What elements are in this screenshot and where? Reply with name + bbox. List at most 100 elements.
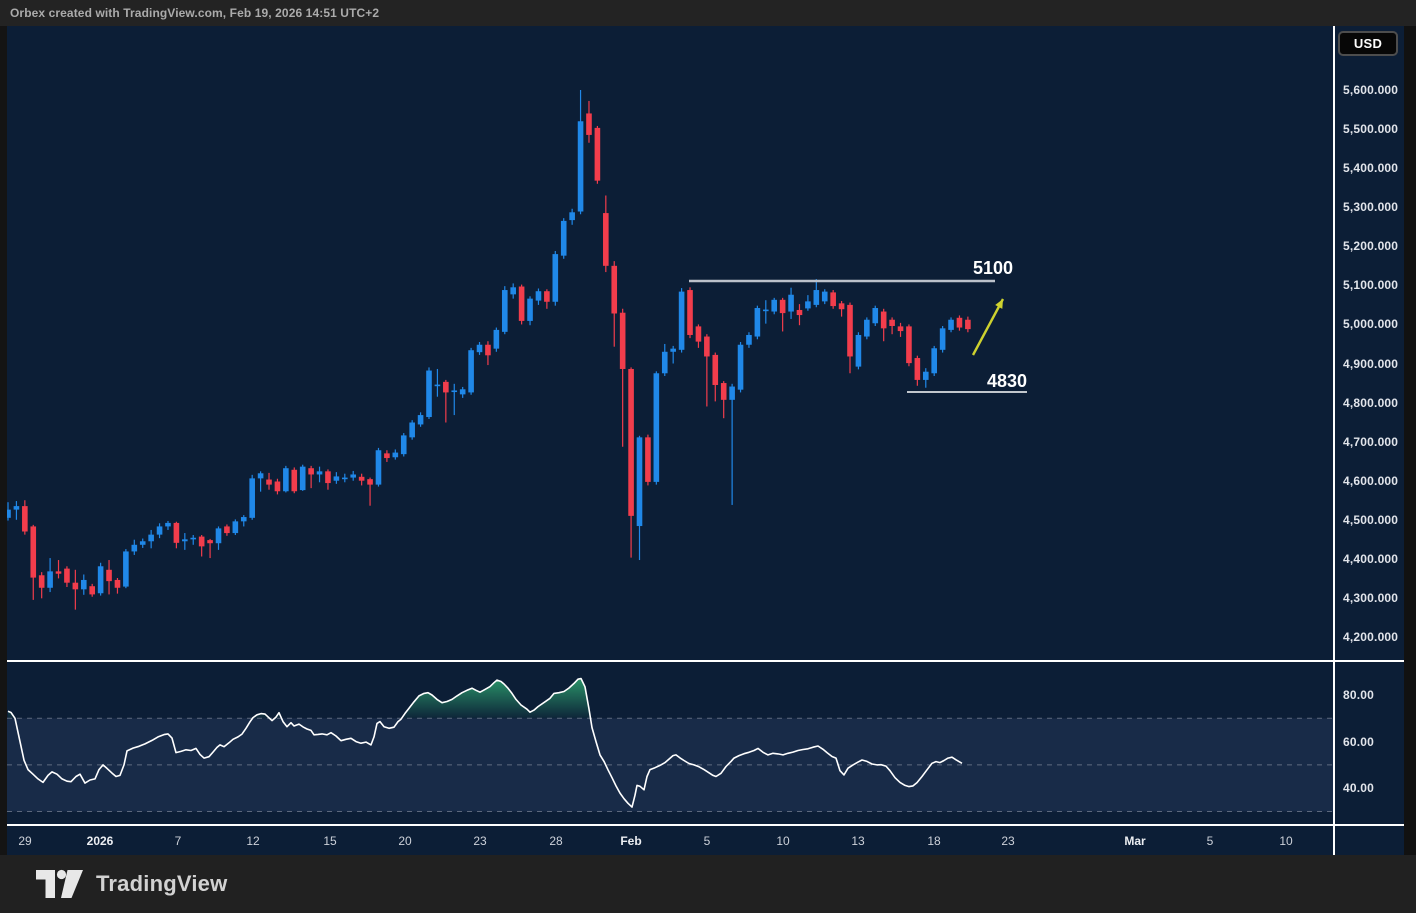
- candle: [577, 90, 584, 215]
- candle: [476, 342, 483, 355]
- price-pane[interactable]: 5100 4830: [7, 26, 1333, 660]
- candle: [687, 287, 693, 339]
- candle: [224, 524, 230, 536]
- tradingview-17-icon: [36, 869, 83, 898]
- candle: [198, 535, 205, 557]
- candle: [939, 325, 946, 353]
- candle: [325, 469, 331, 490]
- attribution-bar: Orbex created with TradingView.com, Feb …: [0, 0, 1416, 26]
- candle: [451, 383, 458, 416]
- price-axis-label: 4,500.000: [1343, 512, 1399, 527]
- candle: [518, 284, 525, 325]
- candle: [712, 352, 719, 402]
- candle: [350, 470, 357, 481]
- time-axis-label: 28: [549, 833, 563, 848]
- support-label: 4830: [987, 371, 1027, 391]
- candle: [72, 569, 79, 610]
- candle: [813, 279, 820, 308]
- candle: [763, 300, 769, 324]
- candle: [704, 334, 710, 407]
- candle: [392, 449, 399, 460]
- rsi-overbought-fill: [8, 678, 591, 719]
- candle: [426, 367, 432, 419]
- candle: [603, 195, 609, 273]
- candle: [493, 327, 500, 352]
- candle: [409, 420, 415, 440]
- currency-badge[interactable]: USD: [1338, 31, 1398, 56]
- candle: [838, 300, 845, 317]
- candle: [872, 305, 879, 326]
- rsi-axis-label: 60.00: [1343, 734, 1375, 749]
- candle: [544, 289, 550, 309]
- candle: [821, 289, 828, 305]
- candle: [897, 322, 904, 337]
- candle: [443, 379, 449, 423]
- candle: [358, 473, 365, 486]
- rsi-axis-label: 80.00: [1343, 688, 1375, 702]
- price-axis[interactable]: USD 5,600.000 5,500.000 5,400.000 5,300.000…: [1335, 26, 1404, 855]
- rsi-line: [7, 677, 963, 808]
- candle: [417, 412, 424, 427]
- candle: [889, 317, 895, 335]
- candle: [291, 467, 298, 494]
- candle: [569, 208, 575, 225]
- candle: [653, 371, 660, 485]
- time-axis[interactable]: 29 2026 7 12 15 20 23 28 Feb 5 10 13 18 23 Mar 5 10: [7, 826, 1333, 855]
- resistance-label: 5100: [973, 258, 1013, 278]
- time-axis-label: 15: [323, 833, 337, 848]
- footer-bar: TradingView: [0, 855, 1416, 913]
- tradingview-logo-text: TradingView: [96, 871, 228, 896]
- time-axis-label: 18: [927, 833, 941, 848]
- rsi-pane[interactable]: [7, 662, 1333, 825]
- price-axis-label: 4,700.000: [1343, 434, 1399, 449]
- time-axis-label: 13: [851, 833, 865, 848]
- candle: [207, 538, 213, 559]
- candle: [283, 465, 289, 493]
- candle: [232, 519, 239, 536]
- time-axis-label: 20: [398, 833, 412, 848]
- price-axis-label: 5,400.000: [1343, 161, 1399, 176]
- pane-separator-top[interactable]: [7, 660, 1404, 662]
- candle: [249, 474, 255, 520]
- candle: [510, 283, 516, 299]
- candle: [13, 501, 20, 520]
- price-axis-label: 4,400.000: [1343, 551, 1399, 566]
- price-axis-label: 5,300.000: [1343, 200, 1399, 215]
- candle: [97, 562, 104, 596]
- candle: [400, 433, 407, 457]
- candle: [156, 523, 163, 539]
- candle: [628, 367, 634, 558]
- drawings[interactable]: 5100 4830: [689, 258, 1027, 393]
- candle: [914, 355, 921, 386]
- candle: [720, 381, 727, 419]
- candle: [375, 447, 382, 487]
- candle: [746, 332, 752, 348]
- candle: [535, 288, 542, 305]
- price-axis-label: 4,900.000: [1343, 356, 1399, 371]
- candle: [333, 472, 340, 484]
- candle: [22, 500, 28, 535]
- candle: [131, 539, 138, 555]
- candle: [215, 526, 222, 550]
- candle: [80, 574, 87, 595]
- candle: [880, 308, 887, 342]
- time-axis-label: 29: [18, 833, 32, 848]
- candle: [367, 477, 373, 506]
- candle: [594, 125, 601, 184]
- candle: [931, 345, 937, 377]
- pane-separator-bottom[interactable]: [7, 824, 1404, 826]
- candle: [384, 450, 390, 462]
- candle: [560, 218, 567, 259]
- time-axis-label: Mar: [1124, 833, 1146, 848]
- candle: [106, 560, 112, 595]
- candle: [89, 583, 95, 597]
- up-arrow[interactable]: [971, 298, 1005, 356]
- candle: [308, 465, 314, 489]
- candle: [864, 317, 870, 340]
- candle: [123, 549, 129, 589]
- candle: [55, 560, 62, 579]
- candle: [855, 332, 862, 370]
- candle: [30, 524, 37, 600]
- tradingview-logo[interactable]: TradingView: [36, 869, 227, 899]
